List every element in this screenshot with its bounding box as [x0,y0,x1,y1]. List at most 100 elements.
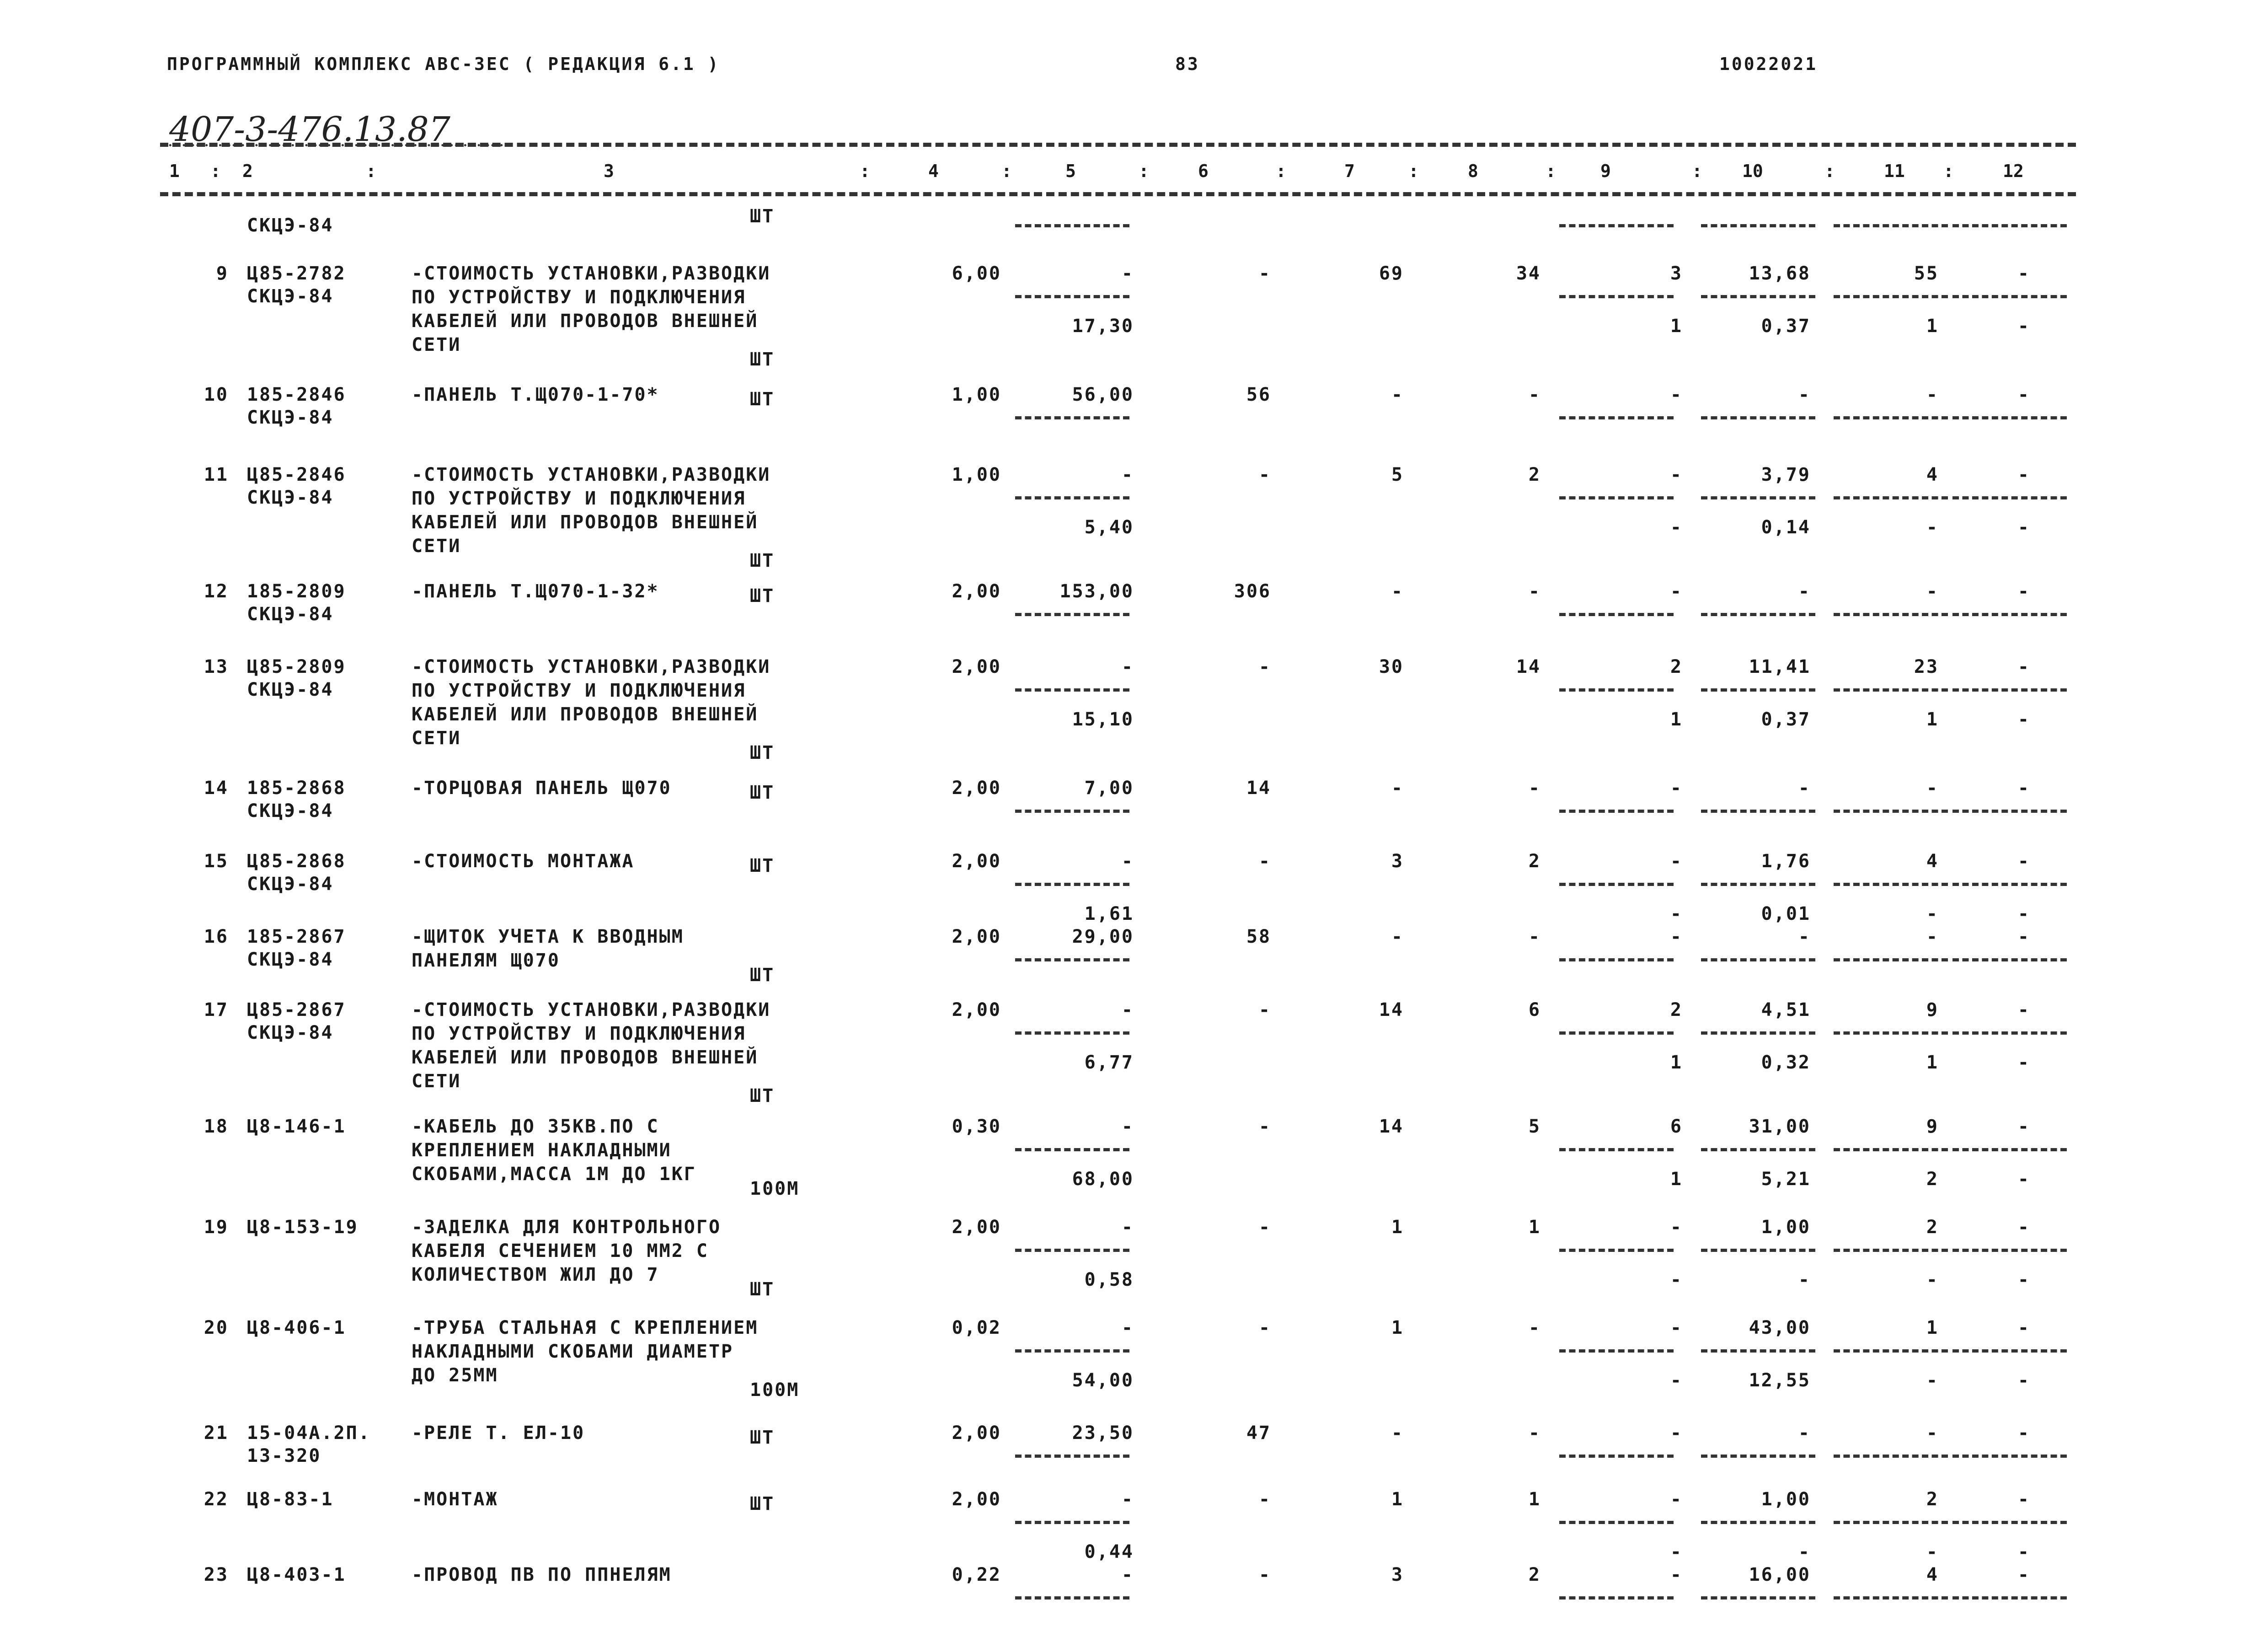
wages: 2 [1528,851,1541,872]
item-description: -СТОИМОСТЬ УСТАНОВКИ,РАЗВОДКИ [412,263,771,284]
subtotal-dash-line [1559,1596,1674,1600]
page-number: 83 [1175,54,1200,74]
quantity: 2,00 [952,778,1001,799]
price-code: Ц85-2867 [247,999,346,1020]
unit: ШТ [750,1085,775,1106]
column-header-6: 6 [1198,161,1209,181]
subtotal-dash-line [1952,1249,2067,1252]
item-description: -ПАНЕЛЬ Т.Щ070-1-32* [412,581,659,602]
unit-cost: - [1121,656,1134,677]
total-cost: - [1258,1489,1271,1510]
row-number: 22 [203,1489,229,1510]
labor-total-b: 1 [1926,709,1939,730]
labor-per-unit-b: 0,37 [1761,709,1811,730]
program-header: ПРОГРАММНЫЙ КОМПЛЕКС АВС-3ЕС ( РЕДАКЦИЯ … [167,54,720,74]
unit-cost: - [1121,464,1134,485]
machines: 2 [1670,656,1683,677]
quantity: 0,30 [952,1116,1001,1137]
subtotal-dash-line [1952,810,2067,813]
subtotal-dash-line [1559,224,1674,227]
installation-cost: - [1391,778,1404,799]
total-cost: - [1258,656,1271,677]
wages: 2 [1528,464,1541,485]
column-header-9: 9 [1600,161,1611,181]
unit: ШТ [750,742,775,763]
row-number: 23 [203,1564,229,1585]
column-separator: : [1276,161,1286,181]
subtotal-dash-line [1952,496,2067,499]
unit: ШТ [750,855,775,876]
extra: - [2017,1564,2030,1585]
subtotal-dash-line [1015,958,1129,961]
extra-b: - [2017,316,2030,337]
extra: - [2017,1116,2030,1137]
header-rule [160,192,2076,196]
subtotal-dash-line [1015,883,1129,886]
column-separator: : [1546,161,1556,181]
item-description: КРЕПЛЕНИЕМ НАКЛАДНЫМИ [412,1140,672,1161]
installation-cost: - [1391,384,1404,405]
unit-cost-wages: 54,00 [1072,1370,1134,1391]
item-description: ПО УСТРОЙСТВУ И ПОДКЛЮЧЕНИЯ [412,1023,746,1044]
extra-b: - [2017,1370,2030,1391]
price-code: СКЦЭ-84 [247,604,334,625]
item-description: -СТОИМОСТЬ УСТАНОВКИ,РАЗВОДКИ [412,999,771,1020]
price-code: 185-2868 [247,778,346,799]
labor-total: 4 [1926,1564,1939,1585]
item-description: КАБЕЛЕЙ ИЛИ ПРОВОДОВ ВНЕШНЕЙ [412,704,759,725]
row-number: 16 [203,926,229,947]
item-description: ДО 25ММ [412,1365,498,1386]
row-number: 15 [203,851,229,872]
subtotal-dash-line [1701,224,1815,227]
labor-per-unit-b: 0,14 [1761,517,1811,538]
machines: - [1670,384,1683,405]
price-code: СКЦЭ-84 [247,1022,334,1043]
price-code: СКЦЭ-84 [247,286,334,307]
installation-cost: 69 [1379,263,1404,284]
labor-per-unit: - [1798,1423,1811,1444]
column-separator: : [1943,161,1954,181]
labor-total: 9 [1926,1116,1939,1137]
wages: - [1528,778,1541,799]
labor-per-unit: 3,79 [1761,464,1811,485]
extra: - [2017,1423,2030,1444]
labor-total: 9 [1926,999,1939,1020]
subtotal-dash-line [1559,883,1674,886]
labor-per-unit: - [1798,926,1811,947]
machines-wages: 1 [1670,709,1683,730]
machines: - [1670,926,1683,947]
labor-per-unit-b: 0,01 [1761,903,1811,924]
subtotal-dash-line [1015,1031,1129,1035]
extra: - [2017,384,2030,405]
subtotal-dash-line [1015,295,1129,298]
column-separator: : [366,161,376,181]
subtotal-dash-line [1559,1349,1674,1353]
machines-wages: - [1670,903,1683,924]
column-header-10: 10 [1742,161,1763,181]
subtotal-dash-line [1701,883,1815,886]
quantity: 2,00 [952,926,1001,947]
column-separator: : [1408,161,1419,181]
column-header-1: 1 [169,161,180,181]
subtotal-dash-line [1701,688,1815,692]
price-code: СКЦЭ-84 [247,949,334,970]
top-rule [160,143,2076,147]
installation-cost: 1 [1391,1217,1404,1238]
subtotal-dash-line [1015,688,1129,692]
price-code: 185-2846 [247,384,346,405]
subtotal-dash-line [1559,1148,1674,1151]
unit-cost: 23,50 [1072,1423,1134,1444]
item-description: ПО УСТРОЙСТВУ И ПОДКЛЮЧЕНИЯ [412,488,746,509]
unit: ШТ [750,206,775,227]
row-number: 14 [203,778,229,799]
item-description: КАБЕЛЕЙ ИЛИ ПРОВОДОВ ВНЕШНЕЙ [412,512,759,533]
unit: ШТ [750,389,775,410]
quantity: 2,00 [952,1489,1001,1510]
quantity: 0,02 [952,1317,1001,1338]
wages: - [1528,1317,1541,1338]
subtotal-dash-line [1701,810,1815,813]
subtotal-dash-line [1701,1031,1815,1035]
extra: - [2017,656,2030,677]
extra-b: - [2017,1169,2030,1190]
labor-total: 1 [1926,1317,1939,1338]
